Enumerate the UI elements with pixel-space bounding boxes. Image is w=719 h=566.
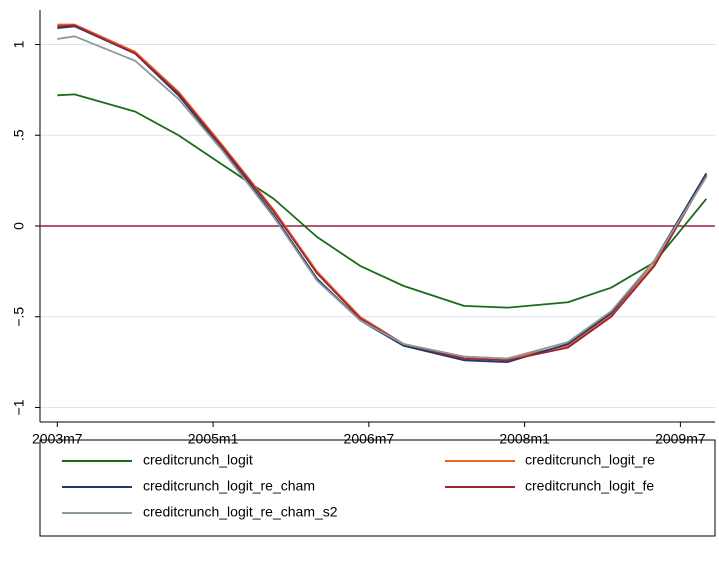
- y-tick-label: .5: [11, 129, 27, 141]
- series-line: [57, 23, 708, 360]
- y-tick-label: −.5: [11, 307, 27, 327]
- series-line: [57, 93, 708, 309]
- x-tick-label: 2009m7: [655, 431, 706, 447]
- legend-label: creditcrunch_logit_re_cham: [143, 478, 315, 494]
- y-tick-label: −1: [11, 399, 27, 415]
- legend-label: creditcrunch_logit_re: [525, 452, 655, 468]
- series-line: [57, 35, 708, 360]
- y-tick-label: 0: [11, 222, 27, 230]
- legend-label: creditcrunch_logit_re_cham_s2: [143, 504, 338, 520]
- legend-label: creditcrunch_logit: [143, 452, 253, 468]
- legend-label: creditcrunch_logit_fe: [525, 478, 654, 494]
- x-tick-label: 2003m7: [32, 431, 83, 447]
- y-tick-label: 1: [11, 40, 27, 48]
- x-tick-label: 2006m7: [344, 431, 395, 447]
- x-tick-label: 2008m1: [499, 431, 550, 447]
- x-tick-label: 2005m1: [188, 431, 239, 447]
- series-line: [57, 24, 708, 362]
- legend-box: [39, 439, 716, 537]
